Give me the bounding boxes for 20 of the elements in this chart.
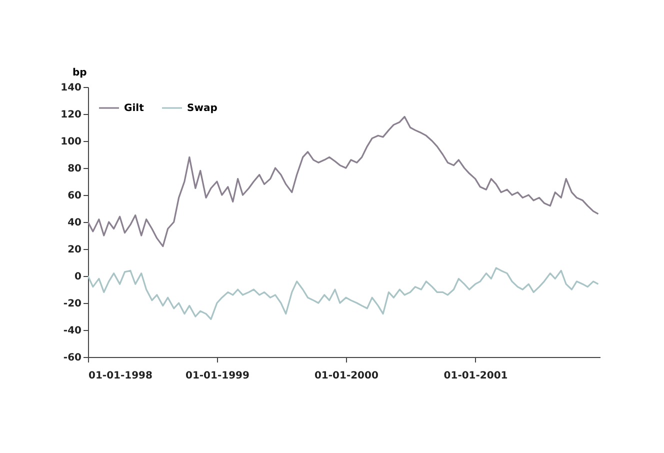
y-tick-label: 0 xyxy=(74,272,82,282)
line-series xyxy=(88,267,600,320)
y-tick-label: -20 xyxy=(63,298,82,310)
line-series xyxy=(88,116,600,248)
x-tick-label: 01-01-1999 xyxy=(185,370,250,382)
x-tick-label: 01-01-2000 xyxy=(314,370,378,382)
y-tick-label: 100 xyxy=(60,136,82,148)
y-tick-label: 140 xyxy=(60,82,82,94)
legend-label: Gilt xyxy=(124,103,144,114)
legend-label: Swap xyxy=(187,103,218,114)
y-tick-label: 80 xyxy=(68,164,82,174)
y-tick-label: 120 xyxy=(60,110,82,120)
y-tick-label: -40 xyxy=(63,326,82,336)
y-tick-label: 40 xyxy=(68,218,82,228)
y-tick-label: 20 xyxy=(68,244,82,256)
y-axis-title: bp xyxy=(72,68,87,78)
y-tick-label: -60 xyxy=(63,352,82,364)
x-tick-label: 01-01-1998 xyxy=(88,370,153,382)
y-tick-label: 60 xyxy=(68,190,82,202)
x-tick-label: 01-01-2001 xyxy=(444,370,508,382)
